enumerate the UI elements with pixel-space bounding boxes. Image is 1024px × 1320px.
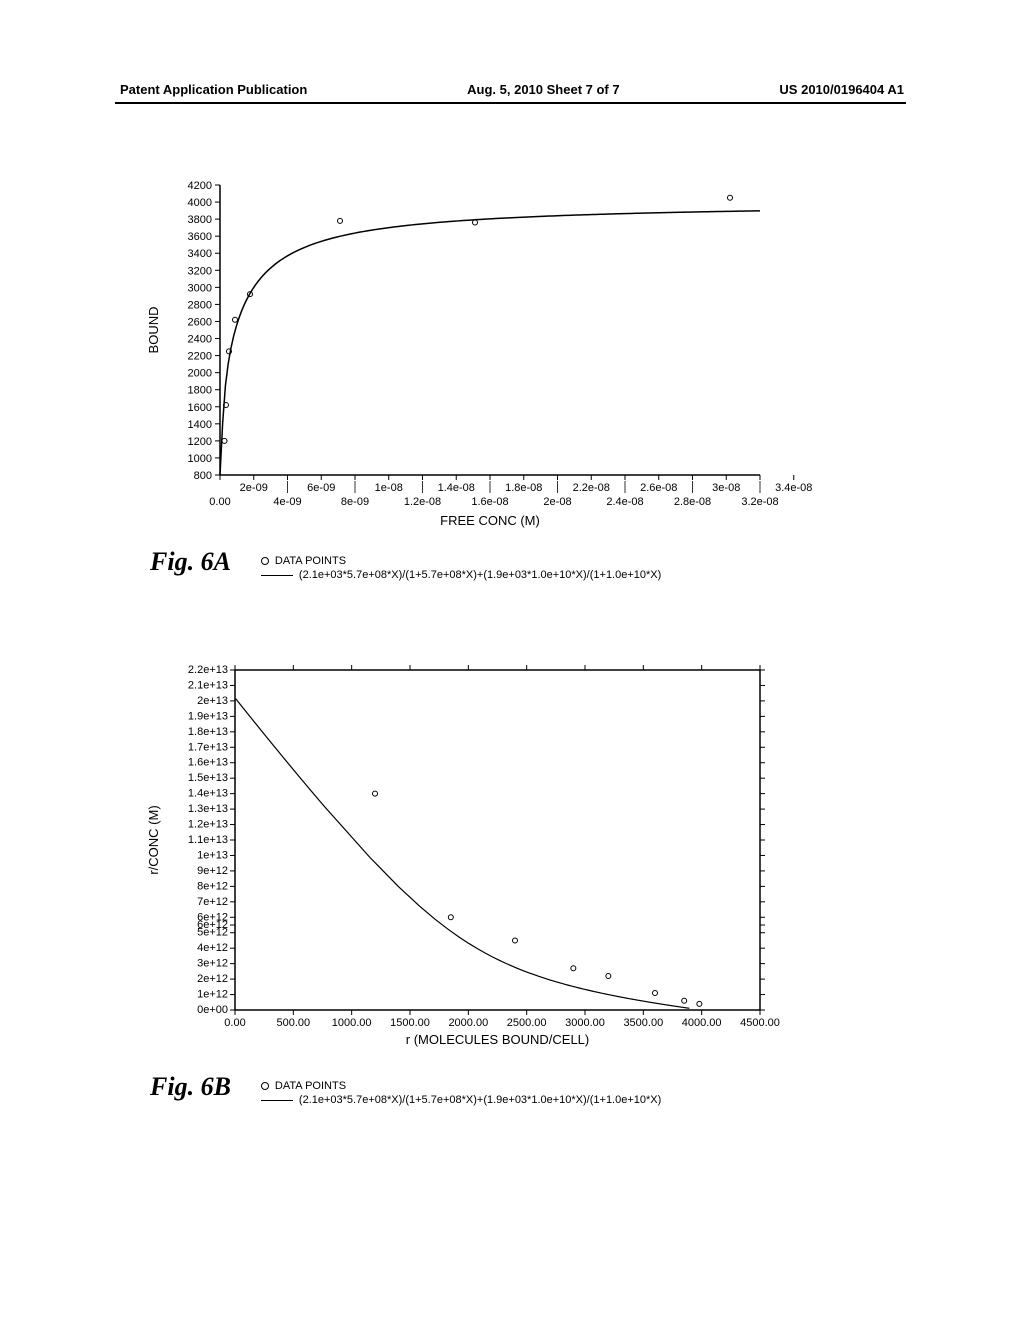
svg-text:2.2e-08: 2.2e-08: [573, 482, 610, 494]
svg-text:2e-08: 2e-08: [543, 496, 571, 508]
svg-text:1600: 1600: [188, 402, 212, 414]
svg-text:2e-09: 2e-09: [240, 482, 268, 494]
svg-text:3000: 3000: [188, 282, 212, 294]
legend-points-label: DATA POINTS: [275, 555, 346, 567]
svg-text:2.4e-08: 2.4e-08: [606, 496, 643, 508]
svg-text:4500.00: 4500.00: [740, 1017, 780, 1029]
svg-text:1.3e+13: 1.3e+13: [188, 803, 228, 815]
chart-6a-svg: 800 1000 1200 1400 1600 1800 2000 2200 2400 2600 2…: [140, 175, 780, 545]
svg-text:2e+12: 2e+12: [197, 973, 228, 985]
svg-text:4e-09: 4e-09: [273, 496, 301, 508]
svg-text:1.6e-08: 1.6e-08: [471, 496, 508, 508]
legend-formula: (2.1e+03*5.7e+08*X)/(1+5.7e+08*X)+(1.9e+…: [299, 569, 661, 581]
svg-text:3.2e-08: 3.2e-08: [741, 496, 778, 508]
svg-text:3200: 3200: [188, 265, 212, 277]
svg-text:r (MOLECULES BOUND/CELL): r (MOLECULES BOUND/CELL): [406, 1032, 589, 1047]
svg-text:1e+12: 1e+12: [197, 989, 228, 1001]
svg-text:r/CONC (M): r/CONC (M): [146, 805, 161, 874]
svg-text:1.6e+13: 1.6e+13: [188, 757, 228, 769]
svg-text:0.00: 0.00: [209, 496, 230, 508]
svg-text:8e-09: 8e-09: [341, 496, 369, 508]
chart-6a: 800 1000 1200 1400 1600 1800 2000 2200 2400 2600 2…: [140, 175, 780, 545]
chart-6b: 0e+001e+122e+123e+124e+125e+126e+126e+12…: [140, 660, 780, 1070]
svg-text:1.7e+13: 1.7e+13: [188, 741, 228, 753]
svg-text:1.2e+13: 1.2e+13: [188, 819, 228, 831]
svg-text:3600: 3600: [188, 231, 212, 243]
svg-text:2.2e+13: 2.2e+13: [188, 664, 228, 676]
svg-text:2500.00: 2500.00: [507, 1017, 547, 1029]
legend-formula: (2.1e+03*5.7e+08*X)/(1+5.7e+08*X)+(1.9e+…: [299, 1094, 661, 1106]
svg-text:3800: 3800: [188, 214, 212, 226]
svg-text:3000.00: 3000.00: [565, 1017, 605, 1029]
svg-text:2000.00: 2000.00: [448, 1017, 488, 1029]
svg-text:2600: 2600: [188, 316, 212, 328]
svg-text:1.2e-08: 1.2e-08: [404, 496, 441, 508]
svg-text:0.00: 0.00: [224, 1017, 245, 1029]
svg-text:2e+13: 2e+13: [197, 695, 228, 707]
svg-text:2400: 2400: [188, 334, 212, 346]
svg-text:1200: 1200: [188, 436, 212, 448]
svg-text:1e+13: 1e+13: [197, 849, 228, 861]
svg-text:1e-08: 1e-08: [375, 482, 403, 494]
circle-marker-icon: [261, 557, 269, 565]
svg-text:4200: 4200: [188, 180, 212, 192]
svg-text:3e-08: 3e-08: [712, 482, 740, 494]
svg-text:2.8e-08: 2.8e-08: [674, 496, 711, 508]
svg-text:3500.00: 3500.00: [623, 1017, 663, 1029]
svg-text:1000: 1000: [188, 453, 212, 465]
svg-text:1400: 1400: [188, 419, 212, 431]
svg-text:1.5e+13: 1.5e+13: [188, 772, 228, 784]
page-header: Patent Application Publication Aug. 5, 2…: [0, 82, 1024, 97]
fig-6b-label: Fig. 6B: [150, 1072, 231, 1102]
header-right: US 2010/0196404 A1: [779, 82, 904, 97]
svg-text:9e+12: 9e+12: [197, 865, 228, 877]
svg-text:1.4e+13: 1.4e+13: [188, 788, 228, 800]
header-rule: [115, 102, 906, 104]
svg-text:4000: 4000: [188, 197, 212, 209]
svg-text:1800: 1800: [188, 385, 212, 397]
svg-text:3e+12: 3e+12: [197, 958, 228, 970]
legend-formula-row: (2.1e+03*5.7e+08*X)/(1+5.7e+08*X)+(1.9e+…: [261, 1094, 661, 1106]
svg-text:800: 800: [194, 470, 212, 482]
legend-formula-row: (2.1e+03*5.7e+08*X)/(1+5.7e+08*X)+(1.9e+…: [261, 569, 661, 581]
svg-text:4e+12: 4e+12: [197, 942, 228, 954]
svg-text:1.4e-08: 1.4e-08: [438, 482, 475, 494]
svg-text:6e+12: 6e+12: [197, 911, 228, 923]
svg-text:2200: 2200: [188, 351, 212, 363]
svg-text:1.8e-08: 1.8e-08: [505, 482, 542, 494]
svg-text:2.6e-08: 2.6e-08: [640, 482, 677, 494]
line-marker-icon: [261, 575, 293, 576]
svg-text:4000.00: 4000.00: [682, 1017, 722, 1029]
circle-marker-icon: [261, 1082, 269, 1090]
svg-text:6e-09: 6e-09: [307, 482, 335, 494]
legend-points-row: DATA POINTS: [261, 555, 661, 567]
fig-6a-label: Fig. 6A: [150, 547, 231, 577]
svg-text:1.8e+13: 1.8e+13: [188, 726, 228, 738]
svg-text:8e+12: 8e+12: [197, 880, 228, 892]
legend-points-row: DATA POINTS: [261, 1080, 661, 1092]
header-center: Aug. 5, 2010 Sheet 7 of 7: [467, 82, 619, 97]
svg-text:FREE CONC (M): FREE CONC (M): [440, 513, 540, 528]
chart-6b-svg: 0e+001e+122e+123e+124e+125e+126e+126e+12…: [140, 660, 780, 1070]
chart-6b-legend: DATA POINTS (2.1e+03*5.7e+08*X)/(1+5.7e+…: [261, 1078, 661, 1106]
svg-text:0e+00: 0e+00: [197, 1004, 228, 1016]
svg-text:1.1e+13: 1.1e+13: [188, 834, 228, 846]
svg-text:1000.00: 1000.00: [332, 1017, 372, 1029]
line-marker-icon: [261, 1100, 293, 1101]
svg-text:1500.00: 1500.00: [390, 1017, 430, 1029]
legend-points-label: DATA POINTS: [275, 1080, 346, 1092]
chart-6a-legend: DATA POINTS (2.1e+03*5.7e+08*X)/(1+5.7e+…: [261, 553, 661, 581]
svg-text:500.00: 500.00: [277, 1017, 311, 1029]
svg-text:1.9e+13: 1.9e+13: [188, 710, 228, 722]
svg-text:7e+12: 7e+12: [197, 896, 228, 908]
svg-text:3.4e-08: 3.4e-08: [775, 482, 812, 494]
header-left: Patent Application Publication: [120, 82, 307, 97]
svg-text:2.1e+13: 2.1e+13: [188, 679, 228, 691]
svg-text:2000: 2000: [188, 368, 212, 380]
svg-text:3400: 3400: [188, 248, 212, 260]
svg-text:BOUND: BOUND: [146, 307, 161, 354]
svg-text:2800: 2800: [188, 299, 212, 311]
